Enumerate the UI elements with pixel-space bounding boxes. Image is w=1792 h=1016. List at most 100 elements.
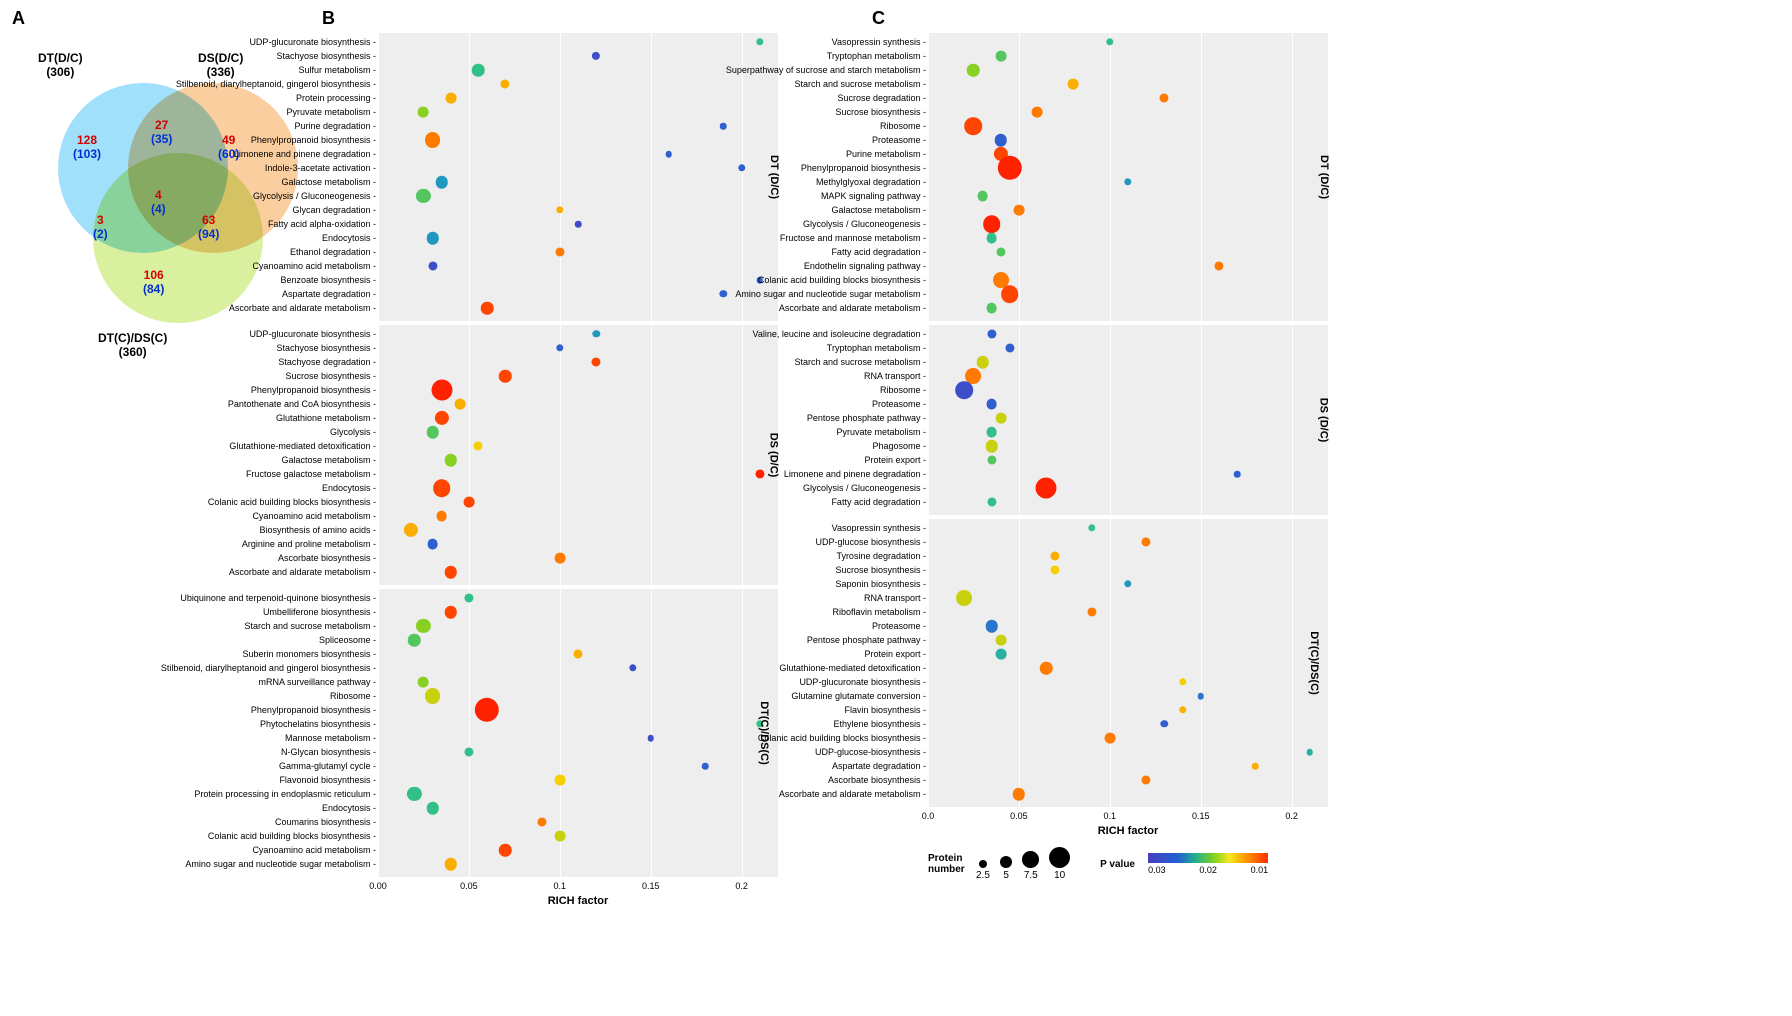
pathway-label: Tyrosine degradation -: [666, 549, 926, 563]
pathway-label: Sucrose biosynthesis -: [666, 105, 926, 119]
pathway-label: Pentose phosphate pathway -: [666, 633, 926, 647]
pathway-row: Colanic acid building blocks biosynthesi…: [928, 273, 1328, 287]
bubble-point: [987, 497, 996, 506]
pathway-label: Glycolysis / Gluconeogenesis -: [116, 189, 376, 203]
pathway-label: Glutathione-mediated detoxification -: [666, 661, 926, 675]
pathway-row: Protein export -: [928, 453, 1328, 467]
pathway-label: Ethylene biosynthesis -: [666, 717, 926, 731]
pathway-row: Ascorbate and aldarate metabolism -: [928, 787, 1328, 801]
pathway-label: Glycan degradation -: [116, 203, 376, 217]
pathway-label: Phytochelatins biosynthesis -: [116, 717, 376, 731]
pathway-row: Sucrose biosynthesis -: [928, 563, 1328, 577]
pathway-label: Pyruvate metabolism -: [666, 425, 926, 439]
pathway-label: Endocytosis -: [116, 231, 376, 245]
bubble-point: [994, 134, 1007, 147]
bubble-point: [444, 858, 457, 871]
pathway-label: Glycolysis / Gluconeogenesis -: [666, 217, 926, 231]
pathway-label: Vasopressin synthesis -: [666, 521, 926, 535]
legend-size: Proteinnumber2.557.510: [928, 847, 1070, 881]
pathway-row: Riboflavin metabolism -: [928, 605, 1328, 619]
pathway-row: Sucrose degradation -: [928, 91, 1328, 105]
bubble-point: [425, 132, 441, 148]
legend-size-title: Proteinnumber: [928, 853, 970, 875]
pathway-label: Aspartate degradation -: [116, 287, 376, 301]
pathway-row: MAPK signaling pathway -: [928, 189, 1328, 203]
pathway-row: Tyrosine degradation -: [928, 549, 1328, 563]
bubble-point: [986, 233, 997, 244]
pathway-label: Stachyose biosynthesis -: [116, 49, 376, 63]
legend-pvalue-title: P value: [1100, 859, 1142, 870]
pathway-row: Sucrose biosynthesis -: [928, 105, 1328, 119]
pathway-label: Starch and sucrose metabolism -: [116, 619, 376, 633]
bubble-point: [454, 399, 465, 410]
pathway-label: Ascorbate and aldarate metabolism -: [666, 787, 926, 801]
pathway-label: Stilbenoid, diarylheptanoid and gingerol…: [116, 661, 376, 675]
pathway-label: Colanic acid building blocks biosynthesi…: [116, 829, 376, 843]
pathway-row: Coumarins biosynthesis -: [378, 815, 778, 829]
pathway-label: Limonene and pinene degradation -: [116, 147, 376, 161]
pathway-row: UDP-glucose-biosynthesis -: [928, 745, 1328, 759]
pathway-label: Phagosome -: [666, 439, 926, 453]
bubble-point: [481, 302, 494, 315]
bubble-point: [464, 497, 475, 508]
bubble-point: [404, 523, 418, 537]
pathway-label: Ascorbate and aldarate metabolism -: [116, 301, 376, 315]
facet-title: DT (D/C): [1318, 155, 1330, 199]
pathway-label: Purine degradation -: [116, 119, 376, 133]
bubble-point: [501, 79, 510, 88]
x-tick: 0.1: [554, 881, 567, 891]
pathway-label: Fatty acid alpha-oxidation -: [116, 217, 376, 231]
bubble-point: [995, 635, 1006, 646]
panel-c-label: C: [868, 8, 1408, 33]
pathway-label: UDP-glucuronate biosynthesis -: [116, 327, 376, 341]
pathway-row: Colanic acid building blocks biosynthesi…: [928, 731, 1328, 745]
x-axis: 0.000.050.10.150.2RICH factor: [378, 881, 778, 907]
pathway-label: Ribosome -: [666, 383, 926, 397]
bubble-point: [575, 221, 582, 228]
pathway-row: Fructose and mannose metabolism -: [928, 231, 1328, 245]
pathway-label: UDP-glucose-biosynthesis -: [666, 745, 926, 759]
pathway-row: Fatty acid degradation -: [928, 495, 1328, 509]
pathway-label: Indole-3-acetate activation -: [116, 161, 376, 175]
panel-b-label: B: [318, 8, 858, 33]
bubble-point: [1252, 763, 1259, 770]
bubble-point: [555, 247, 564, 256]
bubble-point: [472, 64, 485, 77]
pathway-label: Methylglyoxal degradation -: [666, 175, 926, 189]
pathway-label: Ubiquinone and terpenoid-quinone biosynt…: [116, 591, 376, 605]
pathway-label: Limonene and pinene degradation -: [666, 467, 926, 481]
bubble-point: [956, 590, 972, 606]
legend-color-bar: [1148, 853, 1268, 863]
pathway-label: Protein processing -: [116, 91, 376, 105]
pathway-row: Pentose phosphate pathway -: [928, 633, 1328, 647]
bubble-point: [592, 330, 599, 337]
pathway-label: Glycolysis -: [116, 425, 376, 439]
pathway-label: RNA transport -: [666, 591, 926, 605]
bubble-point: [987, 455, 996, 464]
pathway-row: Starch and sucrose metabolism -: [928, 355, 1328, 369]
pathway-label: Colanic acid building blocks biosynthesi…: [666, 731, 926, 745]
pathway-label: Flavin biosynthesis -: [666, 703, 926, 717]
bubble-point: [986, 303, 997, 314]
bubble-point: [1040, 662, 1053, 675]
pathway-row: Saponin biosynthesis -: [928, 577, 1328, 591]
pathway-row: Fatty acid degradation -: [928, 245, 1328, 259]
bubble-point: [556, 206, 563, 213]
pathway-row: Valine, leucine and isoleucine degradati…: [928, 327, 1328, 341]
bubble-point: [1197, 693, 1204, 700]
bubble-point: [426, 802, 439, 815]
bubble-point: [445, 93, 456, 104]
pathway-row: Superpathway of sucrose and starch metab…: [928, 63, 1328, 77]
bubble-point: [426, 426, 439, 439]
pathway-label: Ascorbate biosynthesis -: [666, 773, 926, 787]
bubble-point: [996, 247, 1005, 256]
x-tick: 0.0: [922, 811, 935, 821]
bubble-point: [464, 747, 473, 756]
pathway-label: Proteasome -: [666, 397, 926, 411]
bubble-point: [1051, 551, 1060, 560]
pathway-row: Starch and sucrose metabolism -: [928, 77, 1328, 91]
pathway-label: Pentose phosphate pathway -: [666, 411, 926, 425]
pathway-row: Ribosome -: [928, 383, 1328, 397]
pathway-row: RNA transport -: [928, 591, 1328, 605]
venn-region-ac: 3(2): [93, 213, 108, 242]
